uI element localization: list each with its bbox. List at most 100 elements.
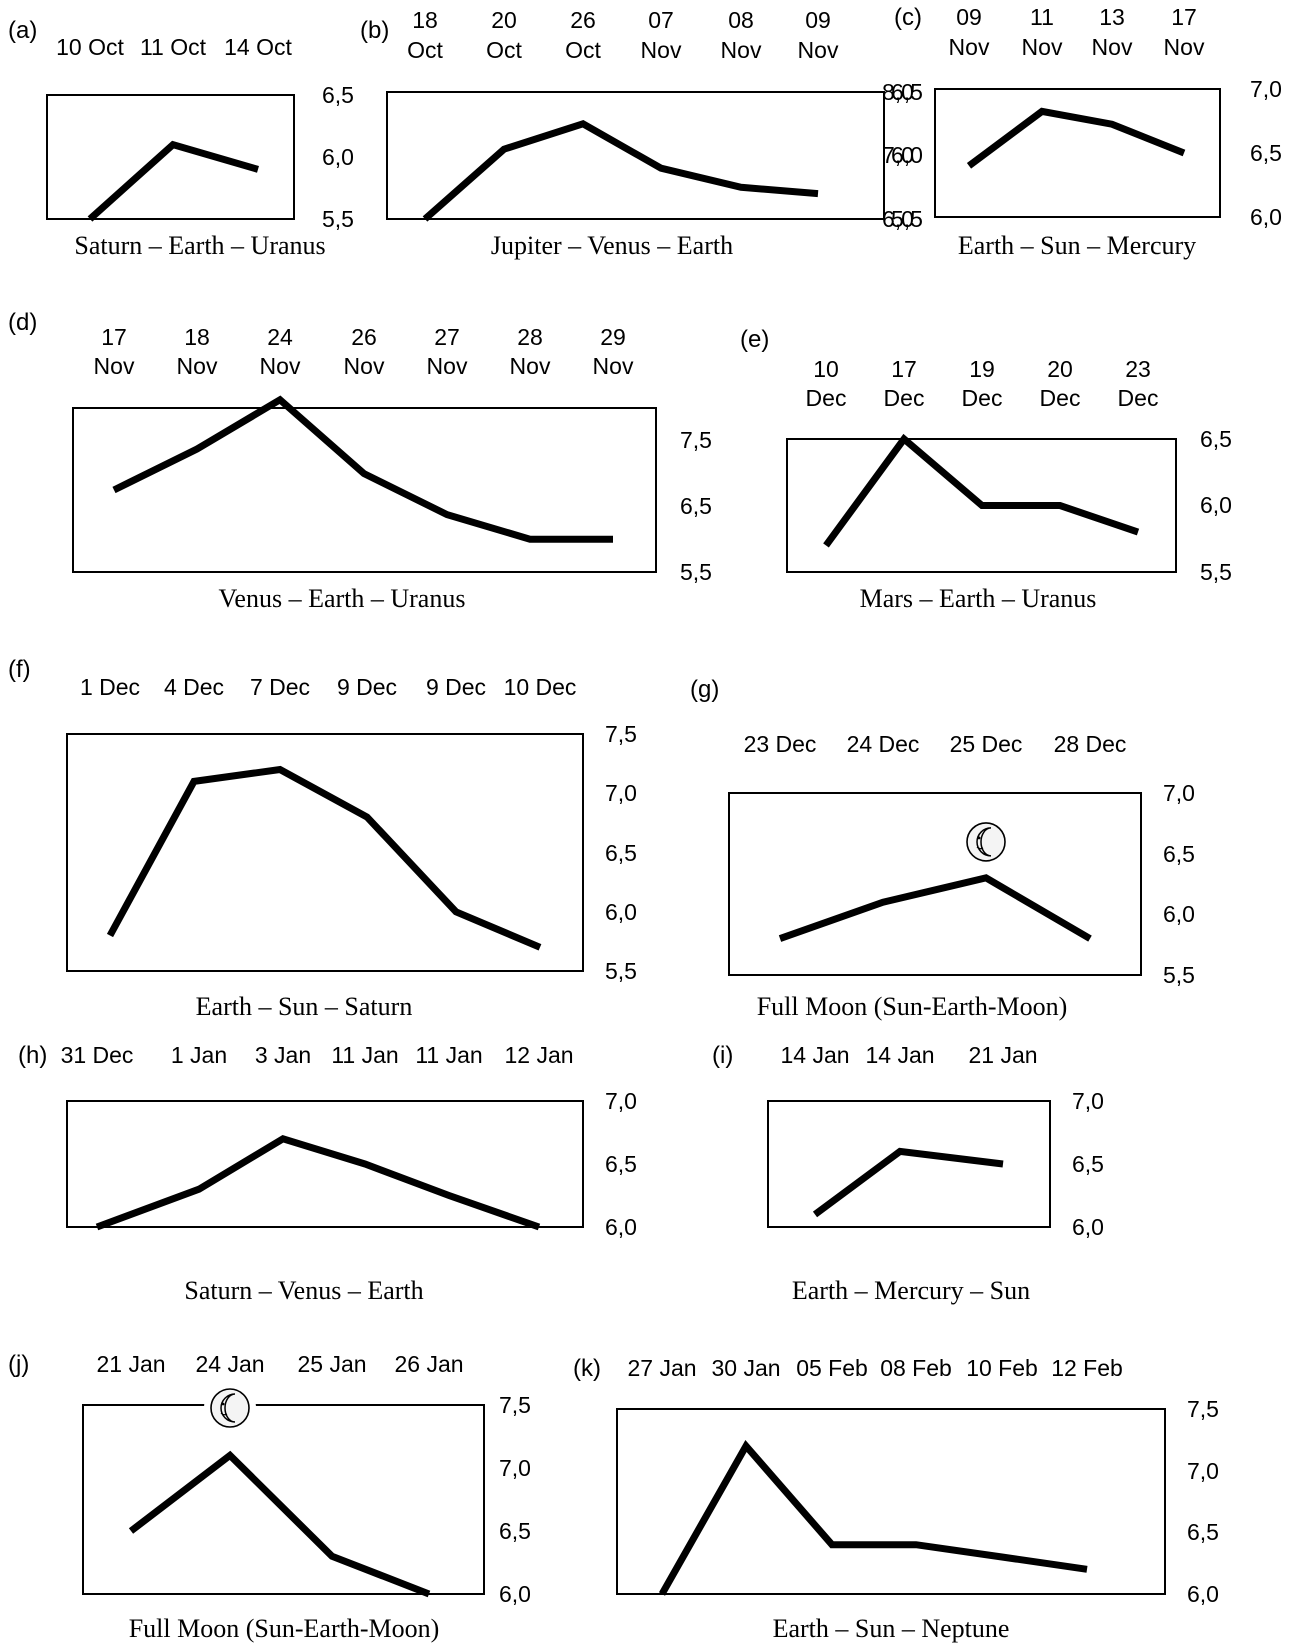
x-tick-label: 9 Dec [337, 674, 397, 700]
panel-label: (a) [8, 17, 37, 44]
panel-label: (b) [360, 17, 389, 44]
y-tick-label: 7,0 [882, 142, 914, 168]
y-tick-label: 5,5 [605, 958, 637, 984]
x-tick-label: 12 Feb [1051, 1355, 1123, 1381]
y-tick-label: 6,0 [891, 142, 923, 168]
x-tick-label: 1 Dec [80, 674, 140, 700]
x-tick-label: 14 Jan [780, 1042, 849, 1068]
y-tick-label: 6,0 [322, 144, 354, 170]
plot-frame [728, 792, 1142, 976]
chart-panel-j: (j) 21 Jan 24 Jan 25 Jan 26 Jan 7,5 7,0 6,5 6,0 F… [8, 1351, 531, 1643]
y-tick-label: 7,0 [605, 1088, 637, 1114]
y-tick-label-right: 6,5 [1250, 140, 1282, 166]
x-tick-label: 23 Dec [1118, 356, 1159, 411]
y-tick-label: 6,0 [1072, 1214, 1104, 1240]
y-tick-label: 6,5 [605, 840, 637, 866]
panel-label: (g) [690, 676, 719, 703]
x-tick-label: 13 Nov [1092, 4, 1133, 60]
y-tick-label: 5,5 [891, 206, 923, 232]
x-tick-label: 27 Nov [427, 324, 468, 379]
plot-frame [616, 1408, 1166, 1595]
plot-frame [767, 1100, 1051, 1228]
x-tick-label: 10 Dec [806, 356, 847, 411]
y-tick-label: 6,5 [1163, 841, 1195, 867]
y-tick-label: 7,0 [1163, 780, 1195, 806]
y-tick-label: 6,5 [1072, 1151, 1104, 1177]
y-tick-label: 7,5 [1187, 1396, 1219, 1422]
plot-frame [46, 94, 295, 220]
series-line [812, 1147, 1004, 1218]
panel-label: (h) [18, 1042, 47, 1069]
y-tick-label: 8,0 [882, 79, 914, 105]
y-tick-label: 6,0 [1200, 492, 1232, 518]
x-tick-label: 14 Oct [224, 34, 292, 60]
x-tick-label: 28 Nov [510, 324, 551, 379]
x-tick-label: 10 Oct [56, 34, 124, 60]
y-tick-label: 6,0 [1187, 1581, 1219, 1607]
x-tick-label: 17 Nov [1164, 4, 1205, 60]
series-line [422, 119, 819, 222]
chart-panel-f: (f) 1 Dec 4 Dec 7 Dec 9 Dec 9 Dec 10 Dec 7,5 7,0… [8, 656, 637, 1021]
y-tick-label: 6,5 [1187, 1519, 1219, 1545]
y-tick-label: 5,5 [1200, 559, 1232, 585]
y-tick-label: 6,0 [499, 1581, 531, 1607]
plot-frame [786, 438, 1177, 573]
y-tick-label: 5,5 [680, 559, 712, 585]
y-tick-label: 6,0 [605, 1214, 637, 1240]
y-tick-label: 6,5 [1200, 426, 1232, 452]
panel-label: (c) [894, 4, 922, 31]
x-tick-label: 18 Nov [177, 324, 218, 379]
series-line [95, 1134, 541, 1231]
y-tick-label: 6,0 [1163, 901, 1195, 927]
y-tick-label: 6,5 [499, 1518, 531, 1544]
chart-panel-e: (e) 10 Dec 17 Dec 19 Dec 20 Dec 23 Dec 6,5 6,0 5,5 Mar… [740, 326, 1232, 613]
y-tick-label: 7,5 [499, 1392, 531, 1418]
x-tick-label: 23 Dec [744, 731, 817, 757]
series-line [823, 433, 1140, 548]
x-tick-label: 26 Oct [565, 7, 601, 63]
plot-frame [82, 1404, 485, 1595]
chart-panel-d: (d) 17 Nov 18 Nov 24 Nov 26 Nov 27 Nov 28 Nov 29 Nov 7,… [8, 309, 712, 613]
chart-caption: Earth – Sun – Saturn [196, 992, 413, 1021]
x-tick-label: 20 Dec [1040, 356, 1081, 411]
x-tick-label: 07 Nov [641, 7, 682, 63]
y-tick-label: 5,5 [322, 206, 354, 232]
series-line [128, 1450, 431, 1598]
x-tick-label: 24 Jan [195, 1351, 264, 1377]
panel-label: (e) [740, 326, 769, 353]
x-tick-label: 09 Nov [798, 7, 839, 63]
y-tick-label: 6,0 [882, 206, 914, 232]
x-tick-label: 9 Dec [426, 674, 486, 700]
panel-label: (k) [573, 1355, 601, 1382]
x-tick-label: 19 Dec [962, 356, 1003, 411]
x-tick-label: 11 Nov [1022, 4, 1063, 60]
x-tick-label: 17 Nov [94, 324, 135, 379]
x-tick-label: 10 Feb [966, 1355, 1038, 1381]
y-tick-label: 6,5 [680, 493, 712, 519]
chart-caption: Earth – Sun – Mercury [958, 231, 1196, 260]
plot-frame [66, 1100, 584, 1228]
chart-caption: Earth – Sun – Neptune [773, 1614, 1010, 1643]
x-tick-label: 21 Jan [968, 1042, 1037, 1068]
chart-panel-h: (h) 31 Dec 1 Jan 3 Jan 11 Jan 11 Jan 12 Jan 7,0… [18, 1042, 637, 1305]
series-line [658, 1439, 1088, 1596]
chart-caption: Saturn – Earth – Uranus [74, 231, 325, 260]
full-moon-icon [960, 815, 1012, 868]
chart-caption: Saturn – Venus – Earth [184, 1276, 423, 1305]
x-tick-label: 11 Jan [331, 1042, 398, 1068]
x-tick-label: 20 Oct [486, 7, 522, 63]
chart-caption: Full Moon (Sun-Earth-Moon) [129, 1614, 440, 1643]
x-tick-label: 11 Jan [415, 1042, 482, 1068]
series-line [112, 395, 613, 543]
x-tick-label: 10 Dec [504, 674, 577, 700]
panel-label: (j) [8, 1351, 29, 1378]
y-tick-label-right: 7,0 [1250, 76, 1282, 102]
y-tick-label: 7,0 [605, 780, 637, 806]
x-tick-label: 3 Jan [255, 1042, 311, 1068]
y-tick-label: 7,5 [680, 427, 712, 453]
y-tick-label: 6,5 [322, 82, 354, 108]
x-tick-label: 7 Dec [250, 674, 310, 700]
x-tick-label: 26 Nov [344, 324, 385, 379]
